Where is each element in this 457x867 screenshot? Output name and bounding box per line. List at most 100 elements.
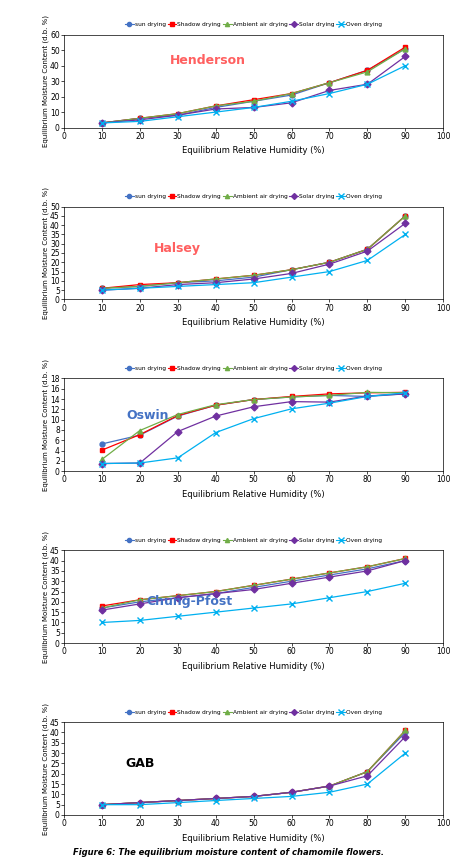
X-axis label: Equilibrium Relative Humidity (%): Equilibrium Relative Humidity (%) (182, 662, 325, 671)
Ambient air drying (99, 118, 105, 128)
Shadow drying (403, 42, 408, 52)
sun drying (403, 727, 408, 738)
sun drying (327, 781, 332, 792)
sun drying (213, 793, 218, 804)
Shadow drying (99, 445, 105, 455)
Oven drying (327, 88, 332, 99)
sun drying (137, 430, 143, 440)
Shadow drying (137, 113, 143, 123)
X-axis label: Equilibrium Relative Humidity (%): Equilibrium Relative Humidity (%) (182, 490, 325, 499)
Solar drying (365, 771, 370, 781)
Line: Shadow drying: Shadow drying (100, 556, 408, 609)
Ambient air drying (99, 454, 105, 465)
Solar drying (251, 401, 256, 412)
Ambient air drying (289, 392, 294, 402)
sun drying (251, 394, 256, 405)
Ambient air drying (327, 390, 332, 401)
Oven drying (137, 616, 143, 626)
Solar drying (327, 85, 332, 95)
Line: sun drying: sun drying (100, 213, 408, 290)
Shadow drying (327, 388, 332, 399)
Shadow drying (327, 257, 332, 267)
Line: sun drying: sun drying (100, 46, 408, 126)
Ambient air drying (175, 409, 181, 420)
Text: Figure 6: The equilibrium moisture content of chamomile flowers.: Figure 6: The equilibrium moisture conte… (73, 848, 384, 857)
X-axis label: Equilibrium Relative Humidity (%): Equilibrium Relative Humidity (%) (182, 147, 325, 155)
Shadow drying (403, 211, 408, 221)
Shadow drying (137, 595, 143, 605)
Solar drying (403, 388, 408, 399)
Oven drying (289, 792, 294, 802)
Oven drying (251, 277, 256, 288)
Ambient air drying (99, 799, 105, 810)
Ambient air drying (175, 590, 181, 601)
sun drying (251, 96, 256, 107)
sun drying (99, 603, 105, 613)
Shadow drying (403, 553, 408, 564)
sun drying (99, 799, 105, 810)
Solar drying (365, 246, 370, 257)
Oven drying (251, 102, 256, 113)
Ambient air drying (137, 113, 143, 123)
Y-axis label: Equilibrium Moisture Content (d.b. %): Equilibrium Moisture Content (d.b. %) (42, 15, 49, 147)
Legend: sun drying, Shadow drying, Ambient air drying, Solar drying, Oven drying: sun drying, Shadow drying, Ambient air d… (124, 22, 383, 28)
Legend: sun drying, Shadow drying, Ambient air drying, Solar drying, Oven drying: sun drying, Shadow drying, Ambient air d… (124, 709, 383, 715)
Line: Oven drying: Oven drying (98, 62, 409, 127)
Solar drying (137, 114, 143, 125)
Solar drying (327, 397, 332, 407)
sun drying (213, 276, 218, 286)
Y-axis label: Equilibrium Moisture Content (d.b. %): Equilibrium Moisture Content (d.b. %) (42, 187, 49, 319)
Ambient air drying (289, 574, 294, 584)
Oven drying (327, 787, 332, 798)
Ambient air drying (327, 568, 332, 578)
Ambient air drying (327, 77, 332, 88)
Oven drying (327, 266, 332, 277)
sun drying (365, 65, 370, 75)
Ambient air drying (289, 787, 294, 798)
Solar drying (213, 589, 218, 599)
Oven drying (175, 453, 181, 463)
Oven drying (99, 459, 105, 469)
Shadow drying (99, 118, 105, 128)
Solar drying (403, 218, 408, 228)
Line: sun drying: sun drying (100, 730, 408, 807)
Shadow drying (327, 77, 332, 88)
Solar drying (137, 283, 143, 293)
Oven drying (403, 578, 408, 589)
Solar drying (289, 98, 294, 108)
Solar drying (99, 118, 105, 128)
Shadow drying (137, 798, 143, 808)
Shadow drying (175, 108, 181, 119)
Ambient air drying (365, 67, 370, 77)
Oven drying (213, 279, 218, 290)
X-axis label: Equilibrium Relative Humidity (%): Equilibrium Relative Humidity (%) (182, 318, 325, 327)
Ambient air drying (365, 766, 370, 777)
sun drying (175, 277, 181, 288)
Oven drying (175, 112, 181, 122)
Solar drying (289, 578, 294, 589)
Solar drying (251, 274, 256, 284)
Ambient air drying (251, 270, 256, 280)
Oven drying (175, 281, 181, 291)
Oven drying (365, 255, 370, 265)
sun drying (251, 792, 256, 802)
sun drying (403, 388, 408, 399)
Shadow drying (289, 787, 294, 798)
Ambient air drying (365, 387, 370, 397)
sun drying (137, 113, 143, 123)
Oven drying (99, 118, 105, 128)
Ambient air drying (365, 562, 370, 572)
Line: Solar drying: Solar drying (100, 391, 408, 466)
Ambient air drying (99, 283, 105, 293)
Line: Ambient air drying: Ambient air drying (100, 46, 408, 126)
Line: Oven drying: Oven drying (98, 231, 409, 294)
Solar drying (99, 459, 105, 469)
Ambient air drying (327, 257, 332, 267)
Oven drying (251, 414, 256, 424)
Ambient air drying (327, 781, 332, 792)
sun drying (289, 576, 294, 586)
sun drying (289, 264, 294, 275)
sun drying (289, 90, 294, 101)
Line: Ambient air drying: Ambient air drying (100, 213, 408, 290)
Oven drying (289, 272, 294, 283)
